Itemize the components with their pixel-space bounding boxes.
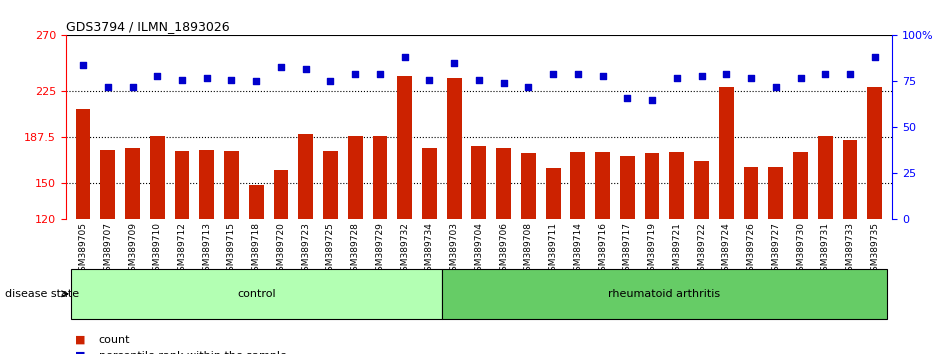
Bar	[447, 78, 462, 219]
Bar	[620, 156, 635, 219]
Point	[199, 75, 214, 81]
Bar	[471, 146, 486, 219]
Point	[620, 95, 635, 101]
Bar	[273, 170, 288, 219]
Bar	[793, 152, 808, 219]
Text: count: count	[99, 335, 131, 345]
Point	[100, 84, 115, 90]
Point	[397, 55, 412, 60]
Point	[471, 77, 486, 82]
Bar	[694, 161, 709, 219]
Text: percentile rank within the sample: percentile rank within the sample	[99, 351, 286, 354]
Point	[373, 71, 388, 77]
Point	[323, 79, 338, 84]
Point	[868, 55, 883, 60]
Text: rheumatoid arthritis: rheumatoid arthritis	[608, 289, 720, 299]
Point	[694, 73, 709, 79]
Point	[422, 77, 437, 82]
Point	[546, 71, 561, 77]
Bar	[842, 140, 857, 219]
Bar	[768, 167, 783, 219]
Point	[347, 71, 362, 77]
Bar	[347, 136, 362, 219]
Bar	[175, 151, 190, 219]
Bar	[323, 151, 338, 219]
Point	[496, 80, 511, 86]
Point	[125, 84, 140, 90]
Bar	[224, 151, 239, 219]
Bar	[100, 149, 115, 219]
Point	[670, 75, 685, 81]
Point	[175, 77, 190, 82]
Bar	[546, 168, 561, 219]
Point	[744, 75, 759, 81]
Bar	[744, 167, 759, 219]
Bar	[719, 87, 733, 219]
Bar	[150, 136, 164, 219]
Point	[570, 71, 585, 77]
Bar	[868, 87, 882, 219]
Text: control: control	[237, 289, 275, 299]
Point	[249, 79, 264, 84]
Bar	[422, 148, 437, 219]
Point	[644, 97, 659, 103]
Point	[521, 84, 536, 90]
Text: disease state: disease state	[5, 289, 79, 299]
Point	[299, 66, 314, 72]
Text: ■: ■	[75, 335, 85, 345]
Bar	[496, 148, 511, 219]
Bar	[818, 136, 833, 219]
Bar	[76, 109, 90, 219]
Text: GDS3794 / ILMN_1893026: GDS3794 / ILMN_1893026	[66, 20, 229, 33]
Bar	[199, 149, 214, 219]
Bar	[521, 153, 536, 219]
Bar	[595, 152, 610, 219]
Text: ■: ■	[75, 351, 85, 354]
Bar	[125, 148, 140, 219]
Point	[273, 64, 288, 69]
Point	[75, 62, 90, 68]
Point	[818, 71, 833, 77]
Point	[768, 84, 783, 90]
Point	[595, 73, 610, 79]
Bar	[299, 133, 313, 219]
Point	[447, 60, 462, 66]
Point	[224, 77, 239, 82]
Bar	[570, 152, 585, 219]
Point	[793, 75, 808, 81]
Bar	[249, 185, 264, 219]
Bar	[645, 153, 659, 219]
Bar	[373, 136, 388, 219]
Bar	[670, 152, 685, 219]
Point	[842, 71, 857, 77]
Bar	[397, 76, 412, 219]
Point	[718, 71, 733, 77]
Point	[149, 73, 164, 79]
